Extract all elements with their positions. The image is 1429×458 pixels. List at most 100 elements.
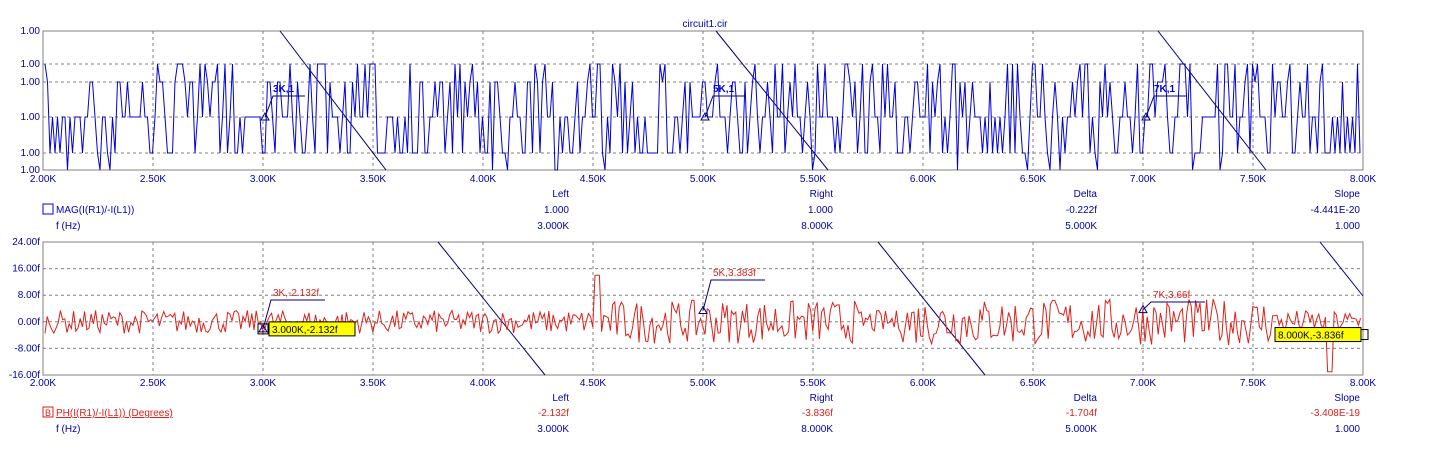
bottom-right-value: -3.836f	[802, 408, 833, 419]
cursor-tag-label: 8.000K,-3.836f	[1278, 331, 1344, 342]
cursor-label: 3K,-2.132f	[273, 288, 319, 299]
x-tick-label: 5.00K	[690, 174, 716, 185]
y-tick-label: 0.00f	[18, 317, 40, 328]
bottom-header-left: Left	[552, 393, 569, 404]
bottom-y-axis: 24.00f 16.00f 8.00f 0.00f -8.00f -16.00f	[9, 237, 40, 381]
cursor-leader	[1142, 301, 1205, 310]
x-tick-label: 2.50K	[140, 174, 166, 185]
cursor-marker-icon	[700, 111, 710, 121]
bottom-delta-x: 5.000K	[1065, 424, 1097, 435]
cursor-leader	[262, 299, 325, 330]
cursor-leader	[704, 95, 745, 118]
bottom-right-x: 8.000K	[801, 424, 833, 435]
top-slope-x: 1.000	[1335, 221, 1360, 232]
x-tick-label: 4.00K	[470, 378, 496, 389]
cursor-label: 5K,3.383f	[713, 268, 756, 279]
bottom-cursor-tags: 3.000K,-2.132f 8.000K,-3.836f	[257, 321, 1369, 343]
bottom-x-variable: f (Hz)	[56, 424, 80, 435]
x-tick-label: 3.00K	[250, 174, 276, 185]
cursor-tag-label: 3.000K,-2.132f	[272, 325, 338, 336]
bottom-slope-value: -3.408E-19	[1311, 408, 1361, 419]
cursor-line	[1319, 241, 1364, 297]
x-tick-label: 5.00K	[690, 378, 716, 389]
bottom-trace	[44, 274, 1362, 373]
top-header-left: Left	[552, 189, 569, 200]
top-x-variable: f (Hz)	[56, 221, 80, 232]
y-tick-label: 1.00	[21, 148, 41, 159]
top-plot-frame	[42, 30, 1364, 171]
top-trace	[44, 63, 1361, 171]
top-delta-x: 5.000K	[1065, 221, 1097, 232]
bottom-trace-label[interactable]: PH(I(R1)/-I(L1)) (Degrees)	[56, 408, 173, 419]
bottom-left-x: 3.000K	[537, 424, 569, 435]
x-tick-label: 8.00K	[1350, 174, 1376, 185]
cursor-leader	[264, 95, 305, 118]
x-tick-label: 7.00K	[1130, 378, 1156, 389]
cursor-tag-box	[1274, 327, 1362, 343]
cursor-line	[437, 241, 546, 376]
x-tick-label: 5.50K	[800, 174, 826, 185]
x-tick-label: 7.00K	[1130, 174, 1156, 185]
top-right-value: 1.000	[808, 205, 833, 216]
chart-title: circuit1.cir	[682, 19, 728, 30]
bottom-header-slope: Slope	[1334, 393, 1360, 404]
x-tick-label: 2.00K	[30, 378, 56, 389]
x-tick-label: 7.50K	[1240, 174, 1266, 185]
y-tick-label: 1.00	[21, 26, 41, 37]
cursor-label: 7K,1	[1154, 84, 1176, 95]
x-tick-label: 3.00K	[250, 378, 276, 389]
x-tick-label: 7.50K	[1240, 378, 1266, 389]
bottom-cursors: 3K,-2.132f 5K,3.383f 7K,3.66f	[258, 268, 1205, 333]
square-B-glyph: B	[45, 408, 51, 418]
y-tick-label: 24.00f	[12, 237, 40, 248]
y-tick-label: 1.00	[21, 112, 41, 123]
x-tick-label: 4.50K	[580, 174, 606, 185]
y-tick-label: -8.00f	[14, 343, 40, 354]
cursor-line	[877, 241, 986, 376]
cursor-box-icon	[257, 323, 269, 335]
top-series-line	[44, 63, 1361, 171]
bottom-delta-value: -1.704f	[1066, 408, 1097, 419]
top-slope-value: -4.441E-20	[1311, 205, 1361, 216]
x-tick-label: 6.00K	[910, 174, 936, 185]
y-tick-label: 16.00f	[12, 264, 40, 275]
x-tick-label: 3.50K	[360, 378, 386, 389]
top-trace-label[interactable]: MAG(I(R1)/-I(L1))	[56, 205, 134, 216]
top-right-x: 8.000K	[801, 221, 833, 232]
bottom-slope-x: 1.000	[1335, 424, 1360, 435]
top-cursor-table: Left Right Delta Slope MAG(I(R1)/-I(L1))…	[42, 189, 1361, 232]
cursor-leader	[702, 279, 765, 311]
bottom-left-value: -2.132f	[538, 408, 569, 419]
cursor-label: 5K,1	[713, 84, 735, 95]
top-y-axis: 1.00 1.00 1.00 1.00 1.00 1.00	[21, 26, 41, 176]
top-header-right: Right	[810, 189, 834, 200]
cursor-marker-icon	[1141, 111, 1151, 121]
y-tick-label: 1.00	[21, 59, 41, 70]
bottom-cursor-table: Left Right Delta Slope B PH(I(R1)/-I(L1)…	[42, 393, 1361, 435]
square-B-icon[interactable]	[42, 406, 54, 418]
bottom-header-delta: Delta	[1074, 393, 1098, 404]
bottom-header-right: Right	[810, 393, 834, 404]
x-tick-label: 6.50K	[1020, 174, 1046, 185]
y-tick-label: 1.00	[21, 77, 41, 88]
top-grid	[43, 31, 1363, 170]
x-tick-label: 3.50K	[360, 174, 386, 185]
cursor-marker-icon	[1138, 304, 1148, 314]
top-header-delta: Delta	[1074, 189, 1098, 200]
y-tick-label: 8.00f	[18, 290, 40, 301]
x-tick-label: 4.00K	[470, 174, 496, 185]
cursor-tag-box	[268, 321, 356, 337]
x-tick-label: 4.50K	[580, 378, 606, 389]
top-cursor-lines	[279, 30, 1267, 171]
cursor-line	[279, 30, 387, 171]
square-outline-icon[interactable]	[42, 203, 54, 215]
cursor-leader	[1145, 95, 1186, 118]
cursor-line	[1157, 30, 1267, 171]
x-tick-label: 6.00K	[910, 378, 936, 389]
y-tick-label: 1.00	[21, 165, 41, 176]
cursor-marker-icon	[260, 111, 270, 121]
top-delta-value: -0.222f	[1066, 205, 1097, 216]
cursor-marker-icon	[258, 323, 268, 333]
x-tick-label: 5.50K	[800, 378, 826, 389]
